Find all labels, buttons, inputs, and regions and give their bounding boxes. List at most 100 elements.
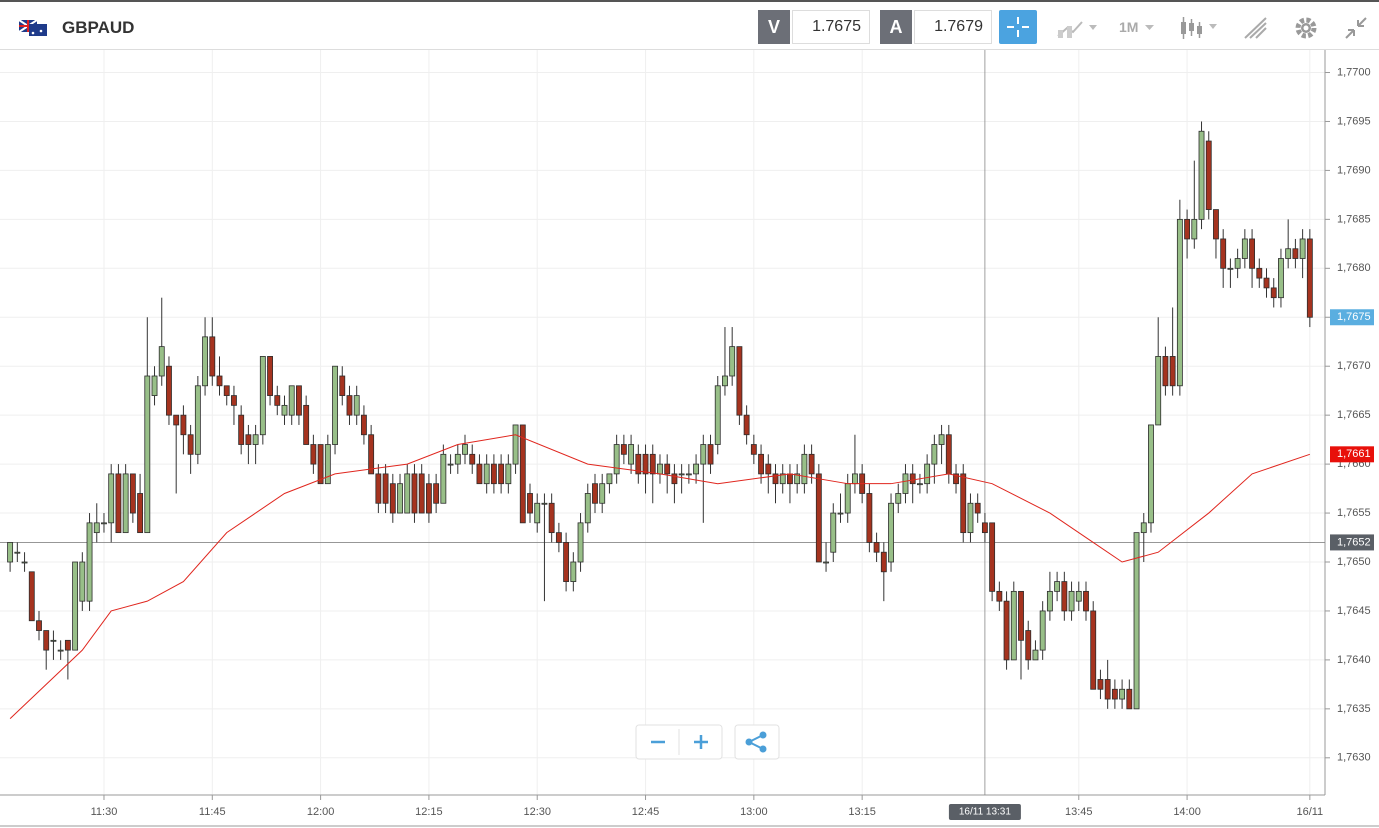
candle-body [1111, 688, 1118, 700]
candle-body [714, 385, 721, 445]
candle-body [238, 414, 245, 445]
x-tick-label: 14:00 [1173, 806, 1201, 818]
candle-body [498, 463, 505, 485]
candle-body [823, 561, 829, 564]
candle-body [397, 483, 403, 514]
candle-body [527, 493, 533, 514]
drawing-tool-button[interactable] [1242, 14, 1270, 42]
candle-body [1075, 590, 1082, 602]
candle-body [490, 463, 497, 485]
x-tick-label: 13:45 [1065, 806, 1093, 818]
zoom-controls [635, 724, 780, 760]
candle-body [440, 453, 447, 504]
candle-body [866, 493, 873, 543]
candle-body [1176, 218, 1183, 387]
candle-body [953, 473, 959, 485]
chart-type-button[interactable] [1055, 16, 1101, 40]
y-tick-label: 1,7665 [1337, 409, 1371, 421]
candle-body [787, 473, 793, 485]
candle-body [151, 375, 158, 396]
candle-body [43, 630, 50, 651]
candle-body [404, 473, 411, 514]
timeframe-button[interactable]: 1M [1119, 19, 1139, 35]
candle-body [620, 444, 627, 455]
settings-button[interactable] [1292, 14, 1320, 42]
candle-body [1140, 522, 1147, 534]
candle-body [989, 522, 996, 592]
candle-body [375, 473, 382, 504]
candle-type-button[interactable] [1177, 14, 1223, 42]
candle-body [1039, 610, 1046, 651]
candle-body [931, 444, 938, 465]
candle-body [79, 561, 86, 602]
candle-body [433, 483, 440, 504]
candle-body [1104, 679, 1111, 700]
share-button[interactable] [745, 731, 767, 753]
last-price-label-box [1330, 309, 1374, 326]
candle-body [288, 385, 295, 416]
candle-body [411, 473, 418, 514]
candle-body [916, 483, 923, 486]
candle-body [332, 365, 338, 445]
candle-body [852, 473, 858, 485]
crosshair-x-box [948, 804, 1021, 820]
candle-body [1213, 209, 1219, 240]
y-tick-label: 1,7650 [1337, 556, 1371, 568]
candle-body [324, 444, 331, 485]
candle-body [360, 414, 367, 436]
candle-body [36, 620, 42, 631]
candle-body [115, 473, 122, 534]
crosshair-x-label: 16/11 13:31 [959, 807, 1012, 818]
y-tick-label: 1,7645 [1337, 605, 1371, 617]
candle-body [166, 365, 172, 416]
y-tick-label: 1,7630 [1337, 752, 1371, 764]
candle-body [996, 590, 1003, 602]
candle-body [844, 483, 851, 514]
candle-body [801, 453, 808, 485]
candle-body [144, 375, 151, 534]
candle-body [563, 542, 570, 582]
candle-body [296, 385, 302, 416]
candle-body [418, 473, 425, 514]
candle-body [635, 453, 642, 475]
candle-body [303, 404, 310, 445]
candle-body [1148, 424, 1154, 524]
candle-body [599, 483, 606, 504]
candle-body [772, 473, 779, 485]
candle-body [469, 453, 476, 465]
candle-body [137, 493, 144, 534]
candle-body [750, 444, 757, 455]
candle-body [736, 346, 743, 416]
candle-body [671, 473, 678, 485]
candle-body [960, 473, 967, 534]
candle-body [194, 385, 201, 455]
candle-body [1299, 238, 1306, 259]
candle-body [1155, 356, 1162, 426]
candle-body [64, 639, 71, 651]
candle-body [1234, 258, 1241, 269]
candle-body [873, 542, 880, 553]
collapse-button[interactable] [1342, 14, 1370, 42]
candle-body [1241, 238, 1248, 259]
candle-body [129, 473, 136, 514]
candle-body [346, 395, 353, 416]
symbol: GBPAUD [62, 18, 135, 37]
candle-body [382, 473, 389, 504]
candle-body [592, 483, 598, 504]
candle-body [700, 444, 707, 465]
candle-body [1061, 581, 1068, 612]
candle-body [519, 424, 526, 524]
candle-body [209, 336, 216, 377]
candle-body [187, 434, 194, 455]
candle-body [28, 571, 35, 622]
candle-body [837, 512, 844, 515]
x-tick-label: 13:00 [740, 806, 768, 818]
crosshair-button[interactable] [999, 10, 1037, 44]
candle-body [310, 444, 317, 465]
zoom-in-button[interactable] [694, 735, 708, 749]
x-tick-label: 12:30 [523, 806, 551, 818]
candle-body [685, 473, 692, 476]
candle-body [707, 444, 714, 465]
y-tick-label: 1,7640 [1337, 654, 1371, 666]
